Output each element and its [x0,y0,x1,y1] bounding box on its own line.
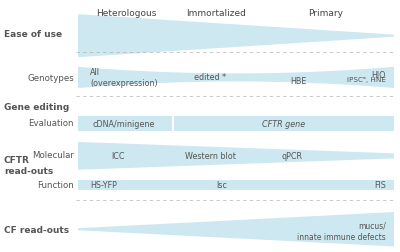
Text: CF read-outs: CF read-outs [4,225,69,234]
Polygon shape [78,15,394,58]
Text: Immortalized: Immortalized [186,9,246,18]
Text: Gene editing: Gene editing [4,103,69,112]
Text: Function: Function [37,181,74,190]
Text: Evaluation: Evaluation [28,119,74,128]
Text: ICC: ICC [111,152,125,161]
Bar [174,116,394,132]
Text: HBE: HBE [290,77,306,86]
Text: HS-YFP: HS-YFP [90,181,117,190]
Polygon shape [78,68,394,89]
Text: mucus/
innate immune defects: mucus/ innate immune defects [297,221,386,241]
Text: Molecular: Molecular [32,150,74,160]
Text: Genotypes: Genotypes [27,74,74,83]
Text: CFTR
read-outs: CFTR read-outs [4,155,53,175]
Bar [78,116,172,132]
Text: cDNA/minigene: cDNA/minigene [93,119,155,129]
Text: FIS: FIS [374,181,386,190]
Text: Western blot: Western blot [184,152,236,161]
Polygon shape [78,212,394,246]
Text: Heterologous: Heterologous [96,9,156,18]
Text: Ease of use: Ease of use [4,29,62,39]
Text: HIO: HIO [372,70,386,79]
Text: Primary: Primary [308,9,344,18]
Polygon shape [78,142,394,170]
Text: iPSCᵃ, HNE: iPSCᵃ, HNE [347,76,386,82]
Text: CFTR gene: CFTR gene [262,119,306,129]
Bar [78,180,394,190]
Text: qPCR: qPCR [282,152,302,161]
Text: Isc: Isc [216,181,228,190]
Text: edited *: edited * [194,73,226,82]
Text: All
(overexpression): All (overexpression) [90,67,158,87]
